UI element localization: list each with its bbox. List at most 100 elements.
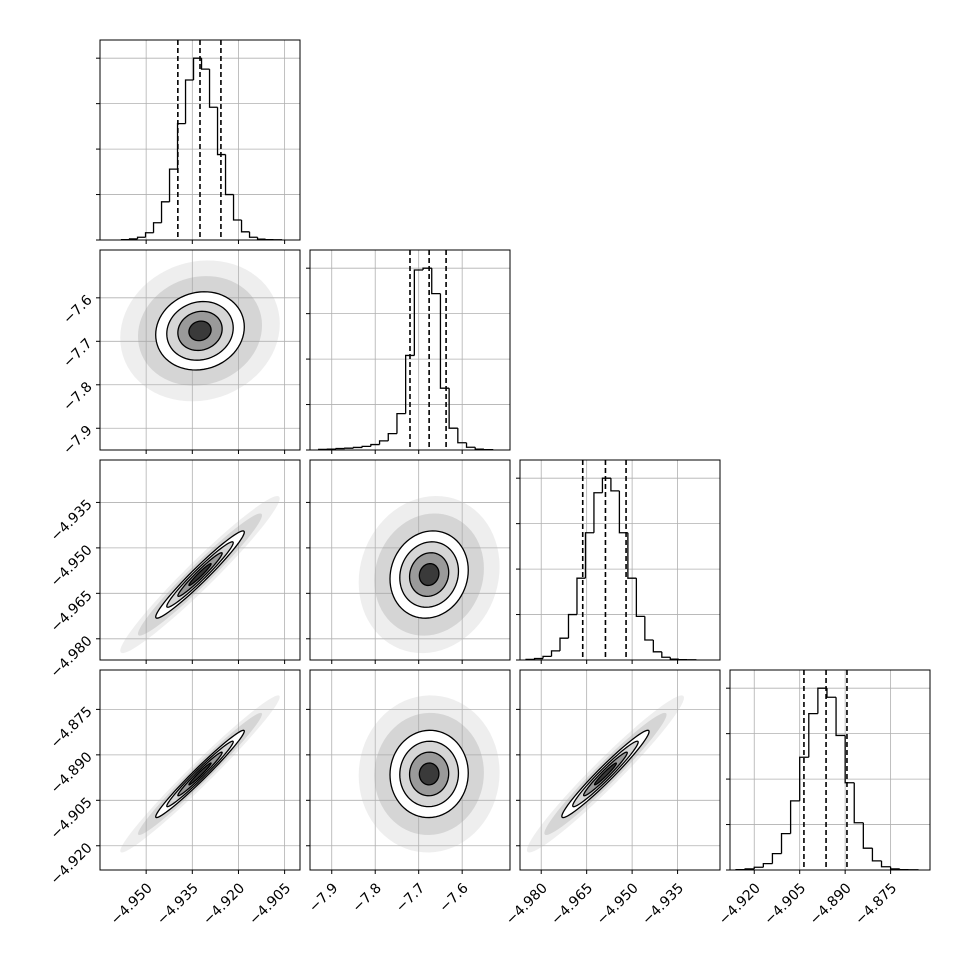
- histogram-bin: [378, 440, 389, 445]
- histogram-bin: [618, 490, 628, 534]
- x-tick-label: −4.905: [246, 880, 294, 928]
- histogram-bin: [567, 613, 577, 639]
- y-tick-label: −4.965: [48, 588, 96, 636]
- histogram-bin: [753, 866, 764, 869]
- histogram-bin: [144, 232, 154, 238]
- histogram-bin: [216, 107, 226, 156]
- histogram-bin: [601, 477, 611, 493]
- x-tick-label: −4.905: [761, 880, 809, 928]
- histogram-bin: [474, 447, 484, 450]
- histogram-bin: [559, 637, 569, 651]
- x-tick-label: −4.920: [200, 880, 248, 928]
- histogram-bin: [835, 697, 846, 737]
- histogram-bin: [635, 578, 645, 618]
- histogram-bin: [439, 293, 450, 389]
- panel-frame: [519, 459, 721, 661]
- histogram-bin: [431, 268, 441, 295]
- histogram-bin: [335, 447, 345, 450]
- histogram-bin: [200, 58, 210, 70]
- x-tick-label: −7.7: [393, 880, 428, 915]
- histogram-bin: [413, 269, 424, 356]
- contour: [188, 762, 212, 786]
- x-tick-label: −4.965: [548, 880, 596, 928]
- histogram-bin: [627, 532, 637, 579]
- y-tick-label: −4.980: [48, 633, 96, 681]
- y-tick-label: −4.890: [48, 749, 96, 797]
- histogram-bin: [593, 492, 603, 533]
- histogram-bin: [576, 577, 586, 615]
- x-tick-label: −4.935: [639, 880, 687, 928]
- panel-frame: [519, 669, 721, 871]
- histogram-bin: [128, 238, 138, 240]
- y-tick-label: −4.935: [48, 497, 96, 545]
- histogram-bin: [669, 657, 679, 660]
- histogram-bin: [853, 782, 864, 824]
- contour: [418, 762, 440, 786]
- histogram-bin: [448, 388, 458, 429]
- x-tick-label: −7.9: [306, 880, 341, 915]
- panel-frame: [99, 669, 301, 871]
- histogram-bin: [208, 69, 218, 108]
- histogram-bin: [457, 428, 467, 444]
- histogram-bin: [780, 832, 791, 854]
- histogram-bin: [240, 220, 250, 233]
- y-tick-label: −7.8: [60, 379, 95, 414]
- histogram-bin: [661, 651, 671, 658]
- histogram-bin: [542, 655, 552, 659]
- histogram-bin: [762, 862, 773, 868]
- histogram-bin: [808, 712, 818, 758]
- histogram-bin: [789, 800, 800, 834]
- histogram-bin: [168, 168, 178, 202]
- panel-frame: [309, 669, 511, 871]
- y-tick-label: −7.6: [60, 292, 95, 327]
- x-tick-label: −4.875: [852, 880, 900, 928]
- histogram-bin: [352, 446, 363, 449]
- y-tick-label: −4.875: [48, 704, 96, 752]
- y-tick-label: −4.920: [48, 840, 96, 888]
- histogram-bin: [152, 222, 162, 233]
- histogram-bin: [422, 267, 432, 270]
- histogram-bin: [844, 735, 855, 784]
- histogram-bin: [744, 868, 755, 870]
- histogram-bin: [817, 687, 827, 714]
- histogram-bin: [232, 194, 242, 221]
- panel-frame: [99, 249, 301, 451]
- x-tick-label: −4.920: [716, 880, 764, 928]
- y-tick-label: −4.905: [48, 795, 96, 843]
- x-tick-label: −7.6: [436, 880, 471, 915]
- histogram-bin: [176, 122, 186, 170]
- histogram-bin: [550, 650, 560, 657]
- contour: [418, 562, 440, 587]
- panel-frame: [309, 459, 511, 661]
- histogram-bin: [889, 866, 900, 870]
- histogram-bin: [584, 532, 594, 579]
- histogram-bin: [880, 860, 891, 868]
- histogram-bin: [533, 657, 544, 660]
- histogram-bin: [465, 442, 476, 448]
- histogram-bin: [160, 201, 170, 223]
- histogram-bin: [405, 354, 415, 414]
- y-tick-label: −4.950: [48, 542, 96, 590]
- histogram-bin: [652, 640, 662, 653]
- histogram-bin: [184, 79, 194, 124]
- contour: [188, 562, 212, 587]
- histogram-bin: [826, 688, 837, 698]
- contour: [188, 320, 212, 342]
- histogram-bin: [862, 822, 873, 849]
- histogram-bin: [248, 231, 258, 238]
- x-tick-label: −4.980: [503, 880, 551, 928]
- panel-frame: [99, 459, 301, 661]
- panel-frame: [99, 39, 301, 241]
- y-tick-label: −7.7: [60, 336, 95, 371]
- x-tick-label: −4.950: [594, 880, 642, 928]
- x-tick-label: −4.950: [108, 880, 156, 928]
- x-tick-label: −4.935: [154, 880, 202, 928]
- panel-frame: [309, 249, 511, 451]
- histogram-bin: [256, 237, 266, 240]
- histogram-bin: [644, 616, 654, 641]
- histogram-bin: [192, 57, 202, 80]
- histogram-bin: [396, 412, 406, 434]
- x-tick-label: −7.8: [349, 880, 384, 915]
- histogram-bin: [771, 852, 782, 864]
- contour: [593, 762, 618, 786]
